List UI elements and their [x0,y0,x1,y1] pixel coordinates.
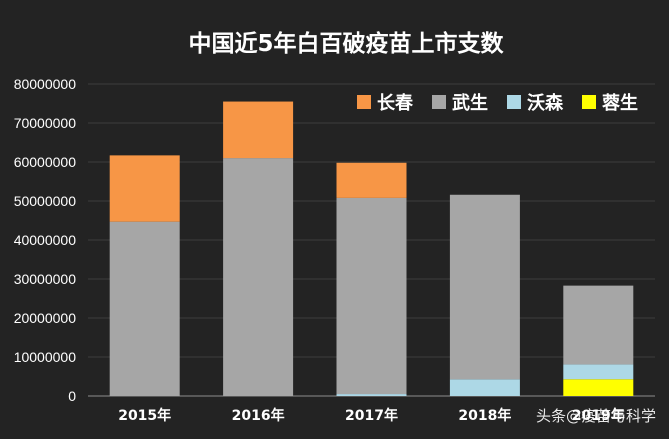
legend-swatch [357,95,371,109]
y-tick-label: 70000000 [14,115,77,131]
y-tick-label: 10000000 [14,349,77,365]
bar-segment [563,285,634,365]
bar-segment [449,194,520,380]
bar-segment [449,379,520,396]
bar-segment [109,155,180,222]
bar-segment [336,197,407,395]
y-tick-label: 30000000 [14,271,77,287]
watermark-text: 头条@疫苗与科学 [536,407,656,425]
y-axis-ticks: 0 10000000 20000000 30000000 40000000 5000000… [14,76,77,404]
legend-label: 武生 [452,92,488,114]
y-tick-label: 40000000 [14,232,77,248]
legend: 长春 武生 沃森 蓉生 [357,92,638,114]
y-tick-label: 50000000 [14,193,77,209]
x-category-label: 2017年 [345,407,398,424]
bar-segment [336,162,407,198]
x-category-label: 2015年 [118,407,171,424]
legend-swatch [432,95,446,109]
x-axis-categories: 2015年 2016年 2017年 2018年 2019年 [118,407,625,424]
bar-segment [223,101,294,159]
bar-segment [223,158,294,396]
legend-swatch [507,95,521,109]
bar-segment [109,221,180,396]
bar-segment [563,379,634,396]
chart-title: 中国近5年白百破疫苗上市支数 [188,30,504,57]
legend-swatch [582,95,596,109]
y-tick-label: 20000000 [14,310,77,326]
bars [109,101,634,396]
legend-label: 长春 [377,92,414,114]
y-tick-label: 80000000 [14,76,77,92]
legend-label: 沃森 [527,92,564,114]
bar-segment [336,394,407,396]
y-tick-label: 0 [68,388,76,404]
x-category-label: 2016年 [232,407,285,424]
x-category-label: 2019年 [572,407,625,424]
legend-label: 蓉生 [602,92,638,114]
bar-segment [563,364,634,380]
x-category-label: 2018年 [458,407,511,424]
y-tick-label: 60000000 [14,154,77,170]
